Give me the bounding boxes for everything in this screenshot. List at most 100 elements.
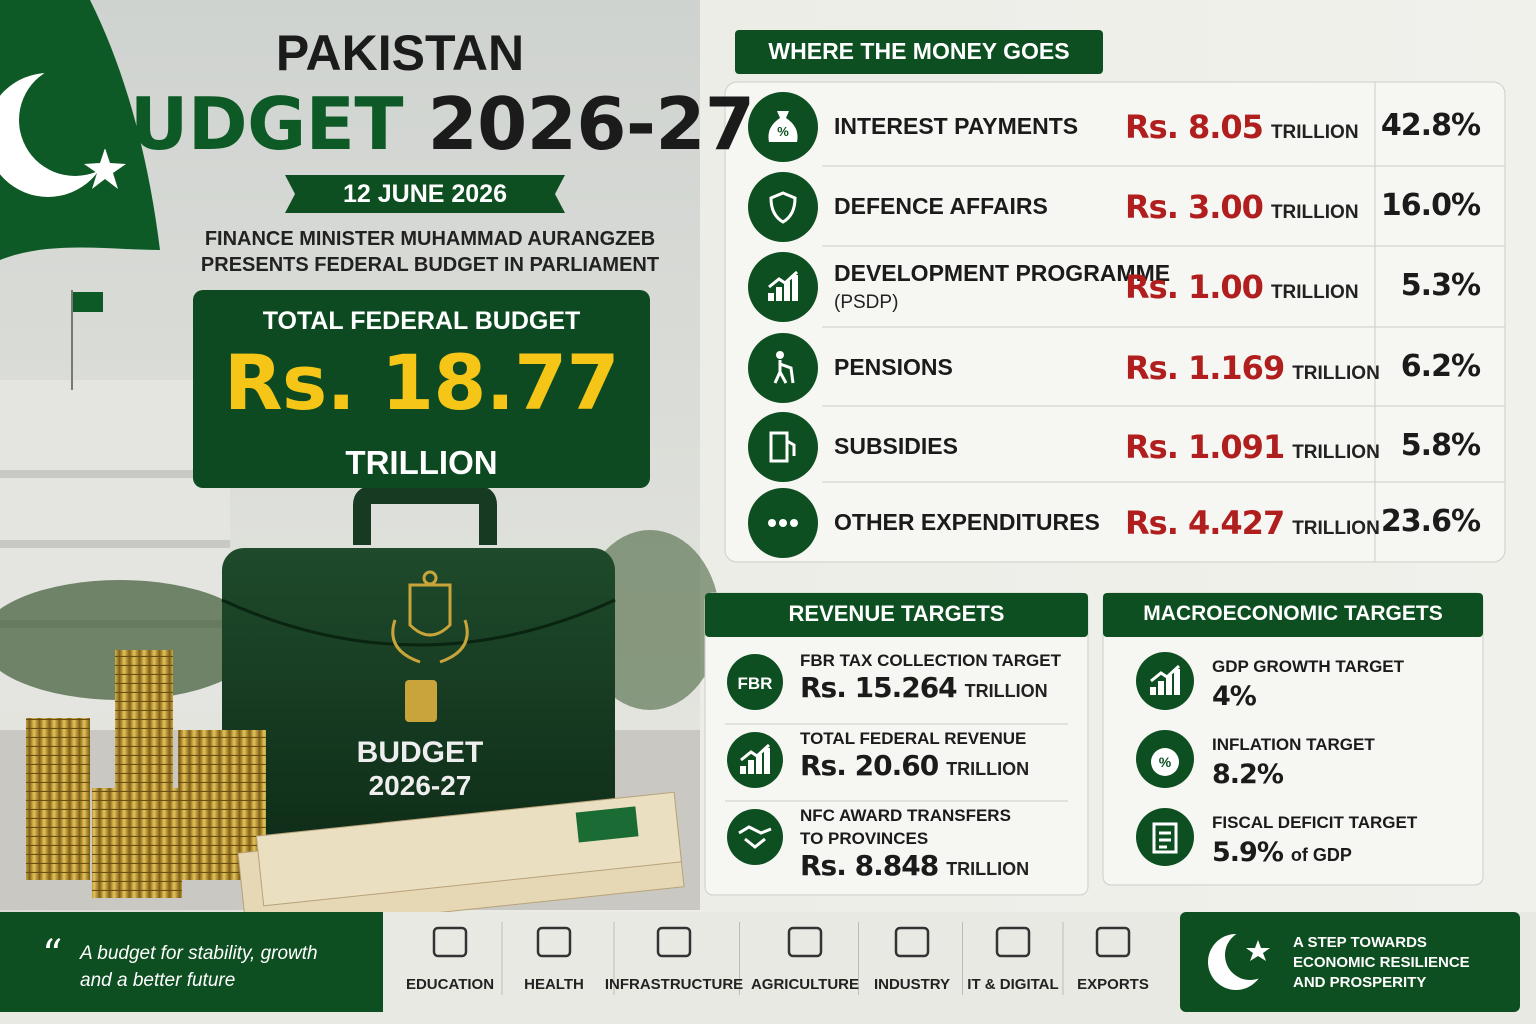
row-label: DEVELOPMENT PROGRAMME (834, 260, 1171, 286)
coin-stack (26, 718, 90, 880)
macro-title: MACROECONOMIC TARGETS (1143, 602, 1443, 625)
icon-glyph (792, 275, 798, 301)
row-icon (748, 252, 818, 322)
briefcase-flap (221, 598, 616, 647)
spending-table (724, 81, 1506, 563)
quote-mark: “ (42, 932, 63, 978)
row-share: 6.2% (1400, 349, 1481, 384)
row-amount: Rs. 4.427 TRILLION (1125, 507, 1380, 539)
sector-label: AGRICULTURE (750, 976, 860, 993)
coin-stack (92, 788, 182, 898)
sector-label: EDUCATION (405, 976, 495, 993)
item-icon (1136, 652, 1194, 710)
icon-glyph (768, 519, 776, 527)
sector-icon (656, 926, 692, 958)
sector-icon (787, 926, 823, 958)
spending-title: WHERE THE MONEY GOES (768, 38, 1070, 64)
unit: TRILLION (1292, 363, 1380, 384)
amount: Rs. 20.60 (800, 749, 939, 782)
unit: TRILLION (1270, 202, 1359, 223)
row-note: (PSDP) (834, 292, 899, 313)
icon-glyph (773, 360, 795, 384)
row-share: 5.3% (1400, 268, 1481, 303)
amount: Rs. 15.264 (800, 671, 958, 704)
building-line (0, 540, 230, 548)
title: PAKISTAN (275, 25, 525, 81)
row-label: INTEREST PAYMENTS (834, 113, 1079, 139)
icon-glyph (740, 743, 771, 762)
closing-line: AND PROSPERITY (1293, 974, 1427, 991)
briefcase-label: BUDGET (356, 736, 484, 769)
small-flag (73, 292, 103, 312)
sector-label: EXPORTS (1077, 976, 1149, 993)
icon-glyph (786, 439, 796, 456)
amount: Rs. 4.427 (1125, 504, 1285, 542)
item-value: 4% (1212, 683, 1257, 710)
item-icon (1136, 808, 1194, 866)
sector-label: IT & DIGITAL (967, 976, 1059, 993)
row-share: 23.6% (1380, 504, 1481, 539)
building-line (0, 470, 230, 478)
icon-glyph (748, 760, 754, 774)
item-icon (727, 732, 783, 788)
icon-glyph (1152, 822, 1178, 854)
amount: Rs. 1.091 (1125, 428, 1285, 466)
emblem (391, 570, 469, 664)
unit: TRILLION (964, 681, 1048, 701)
amount: Rs. 3.00 (1125, 188, 1264, 226)
briefcase-lock (405, 680, 437, 722)
title-line: BUDGET 2026-27 (0, 88, 830, 160)
value: 5.9% (1212, 837, 1284, 868)
icon-glyph (1158, 681, 1164, 695)
item-amount: Rs. 8.848 TRILLION (800, 852, 1029, 880)
sector-label: INDUSTRY (873, 976, 951, 993)
sector-icon (894, 926, 930, 958)
date-banner (285, 175, 565, 213)
row-amount: Rs. 1.091 TRILLION (1125, 431, 1380, 463)
row-icon (748, 333, 818, 403)
total-budget-box (193, 290, 650, 488)
icon-glyph (1166, 675, 1172, 695)
date: 12 JUNE 2026 (342, 180, 507, 208)
spending-tab (735, 30, 1103, 74)
banknotes (237, 791, 685, 934)
title-year: 2026-27 (427, 82, 755, 166)
row-icon (748, 172, 818, 242)
revenue-header (705, 593, 1088, 637)
quote-box (0, 912, 383, 1012)
quote-line: and a better future (80, 970, 236, 991)
icon-glyph (776, 351, 784, 359)
description-line: FINANCE MINISTER MUHAMMAD AURANGZEB (204, 228, 656, 250)
row-label: PENSIONS (834, 354, 953, 380)
banknote (255, 791, 682, 907)
unit: TRILLION (1292, 518, 1380, 539)
sector-label: INFRASTRUCTURE (604, 976, 744, 993)
icon-glyph (769, 191, 797, 224)
item-icon (727, 654, 783, 710)
row-amount: Rs. 1.00 TRILLION (1125, 271, 1359, 303)
description-line: PRESENTS FEDERAL BUDGET IN PARLIAMENT (200, 254, 660, 276)
item-label: GDP GROWTH TARGET (1212, 657, 1405, 676)
sector-icon (536, 926, 572, 958)
item-icon (727, 809, 783, 865)
sector-label: HEALTH (524, 976, 584, 993)
icon-text: % (1159, 754, 1172, 770)
unit: TRILLION (946, 859, 1030, 879)
icon-glyph (1150, 664, 1181, 683)
item-amount: Rs. 20.60 TRILLION (800, 752, 1029, 780)
icon-glyph (740, 766, 746, 774)
row-label: OTHER EXPENDITURES (834, 509, 1100, 535)
briefcase-year: 2026-27 (368, 770, 472, 801)
closing-star (1246, 940, 1270, 961)
unit: TRILLION (1270, 282, 1359, 303)
icon-glyph (784, 281, 790, 301)
trees (0, 580, 260, 700)
unit: TRILLION (1292, 442, 1380, 463)
row-label: DEFENCE AFFAIRS (834, 193, 1048, 219)
icon-glyph (1150, 687, 1156, 695)
item-value: 5.9% of GDP (1212, 839, 1352, 866)
total-label: TOTAL FEDERAL BUDGET (262, 307, 581, 335)
closing-line: ECONOMIC RESILIENCE (1293, 954, 1470, 971)
row-label: SUBSIDIES (834, 433, 958, 459)
icon-glyph (764, 748, 770, 774)
